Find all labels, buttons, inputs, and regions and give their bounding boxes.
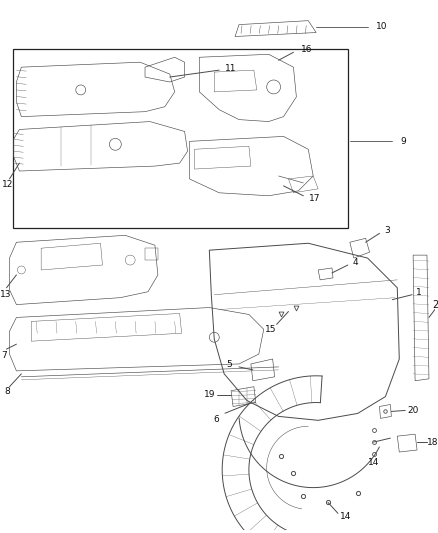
Text: 10: 10 [376,22,387,31]
Text: 14: 14 [368,458,379,467]
Text: 5: 5 [226,360,232,369]
Text: 2: 2 [432,300,438,310]
Text: 11: 11 [225,63,237,72]
Text: 20: 20 [407,406,419,415]
Text: 7: 7 [2,351,7,360]
Text: 4: 4 [353,257,359,266]
Text: 17: 17 [309,194,321,203]
Text: 15: 15 [265,325,276,334]
Text: 1: 1 [416,288,422,297]
Text: 6: 6 [213,415,219,424]
Text: 9: 9 [400,137,406,146]
Text: 19: 19 [204,390,215,399]
Text: 16: 16 [300,45,312,54]
Text: 18: 18 [427,438,438,447]
Text: 8: 8 [5,387,11,396]
Text: 13: 13 [0,290,11,299]
Text: 12: 12 [2,180,13,189]
Bar [14,50,348,229]
Text: 14: 14 [340,512,352,521]
Text: 3: 3 [385,226,390,235]
